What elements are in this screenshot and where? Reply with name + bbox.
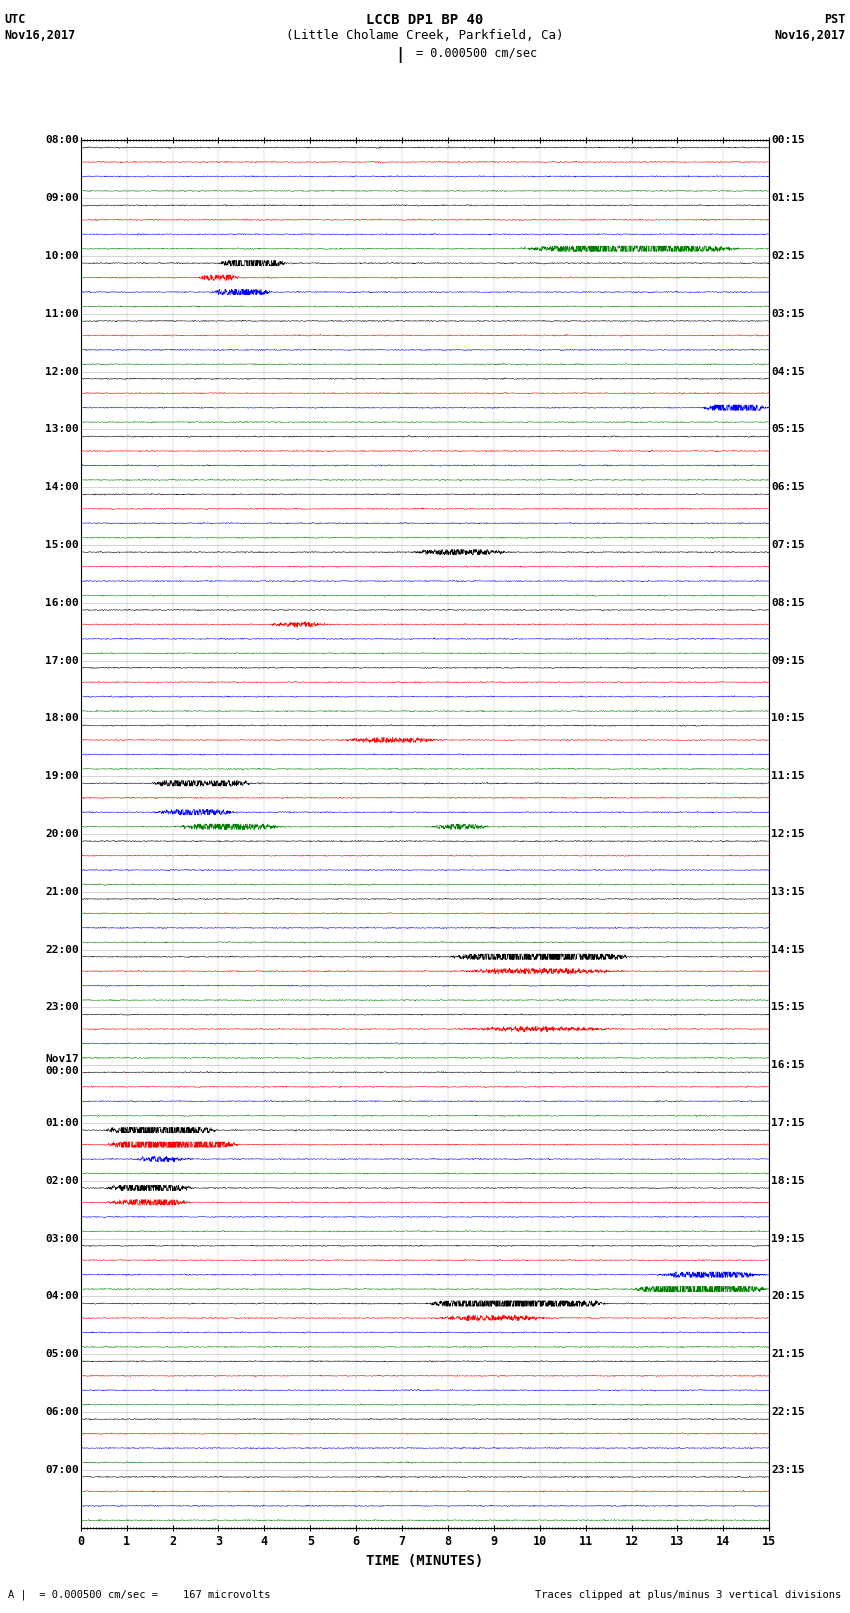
Text: Nov16,2017: Nov16,2017 [4,29,76,42]
Text: 15:15: 15:15 [771,1002,805,1013]
Text: 02:15: 02:15 [771,252,805,261]
Text: 08:15: 08:15 [771,598,805,608]
Text: A |  = 0.000500 cm/sec =    167 microvolts: A | = 0.000500 cm/sec = 167 microvolts [8,1589,271,1600]
Text: 01:15: 01:15 [771,194,805,203]
X-axis label: TIME (MINUTES): TIME (MINUTES) [366,1553,484,1568]
Text: 16:15: 16:15 [771,1060,805,1069]
Text: 00:15: 00:15 [771,135,805,145]
Text: 17:00: 17:00 [45,655,79,666]
Text: 11:00: 11:00 [45,308,79,319]
Text: 23:15: 23:15 [771,1465,805,1474]
Text: 20:00: 20:00 [45,829,79,839]
Text: LCCB DP1 BP 40: LCCB DP1 BP 40 [366,13,484,27]
Text: 03:15: 03:15 [771,308,805,319]
Text: (Little Cholame Creek, Parkfield, Ca): (Little Cholame Creek, Parkfield, Ca) [286,29,564,42]
Text: 06:15: 06:15 [771,482,805,492]
Text: 13:00: 13:00 [45,424,79,434]
Text: 06:00: 06:00 [45,1407,79,1416]
Text: Nov17
00:00: Nov17 00:00 [45,1055,79,1076]
Text: 22:15: 22:15 [771,1407,805,1416]
Text: 04:00: 04:00 [45,1292,79,1302]
Text: = 0.000500 cm/sec: = 0.000500 cm/sec [416,47,537,60]
Text: 07:15: 07:15 [771,540,805,550]
Text: PST: PST [824,13,846,26]
Text: 13:15: 13:15 [771,887,805,897]
Text: 12:15: 12:15 [771,829,805,839]
Text: 21:00: 21:00 [45,887,79,897]
Text: |: | [395,47,404,63]
Text: 17:15: 17:15 [771,1118,805,1127]
Text: 20:15: 20:15 [771,1292,805,1302]
Text: 05:00: 05:00 [45,1348,79,1360]
Text: 23:00: 23:00 [45,1002,79,1013]
Text: 14:00: 14:00 [45,482,79,492]
Text: 07:00: 07:00 [45,1465,79,1474]
Text: 22:00: 22:00 [45,945,79,955]
Text: 02:00: 02:00 [45,1176,79,1186]
Text: 18:15: 18:15 [771,1176,805,1186]
Text: 16:00: 16:00 [45,598,79,608]
Text: 01:00: 01:00 [45,1118,79,1127]
Text: UTC: UTC [4,13,26,26]
Text: Traces clipped at plus/minus 3 vertical divisions: Traces clipped at plus/minus 3 vertical … [536,1590,842,1600]
Text: 03:00: 03:00 [45,1234,79,1244]
Text: 19:00: 19:00 [45,771,79,781]
Text: 19:15: 19:15 [771,1234,805,1244]
Text: 09:00: 09:00 [45,194,79,203]
Text: 10:15: 10:15 [771,713,805,723]
Text: 15:00: 15:00 [45,540,79,550]
Text: Nov16,2017: Nov16,2017 [774,29,846,42]
Text: 10:00: 10:00 [45,252,79,261]
Text: 08:00: 08:00 [45,135,79,145]
Text: 12:00: 12:00 [45,366,79,376]
Text: 04:15: 04:15 [771,366,805,376]
Text: 14:15: 14:15 [771,945,805,955]
Text: 18:00: 18:00 [45,713,79,723]
Text: 09:15: 09:15 [771,655,805,666]
Text: 05:15: 05:15 [771,424,805,434]
Text: 21:15: 21:15 [771,1348,805,1360]
Text: 11:15: 11:15 [771,771,805,781]
